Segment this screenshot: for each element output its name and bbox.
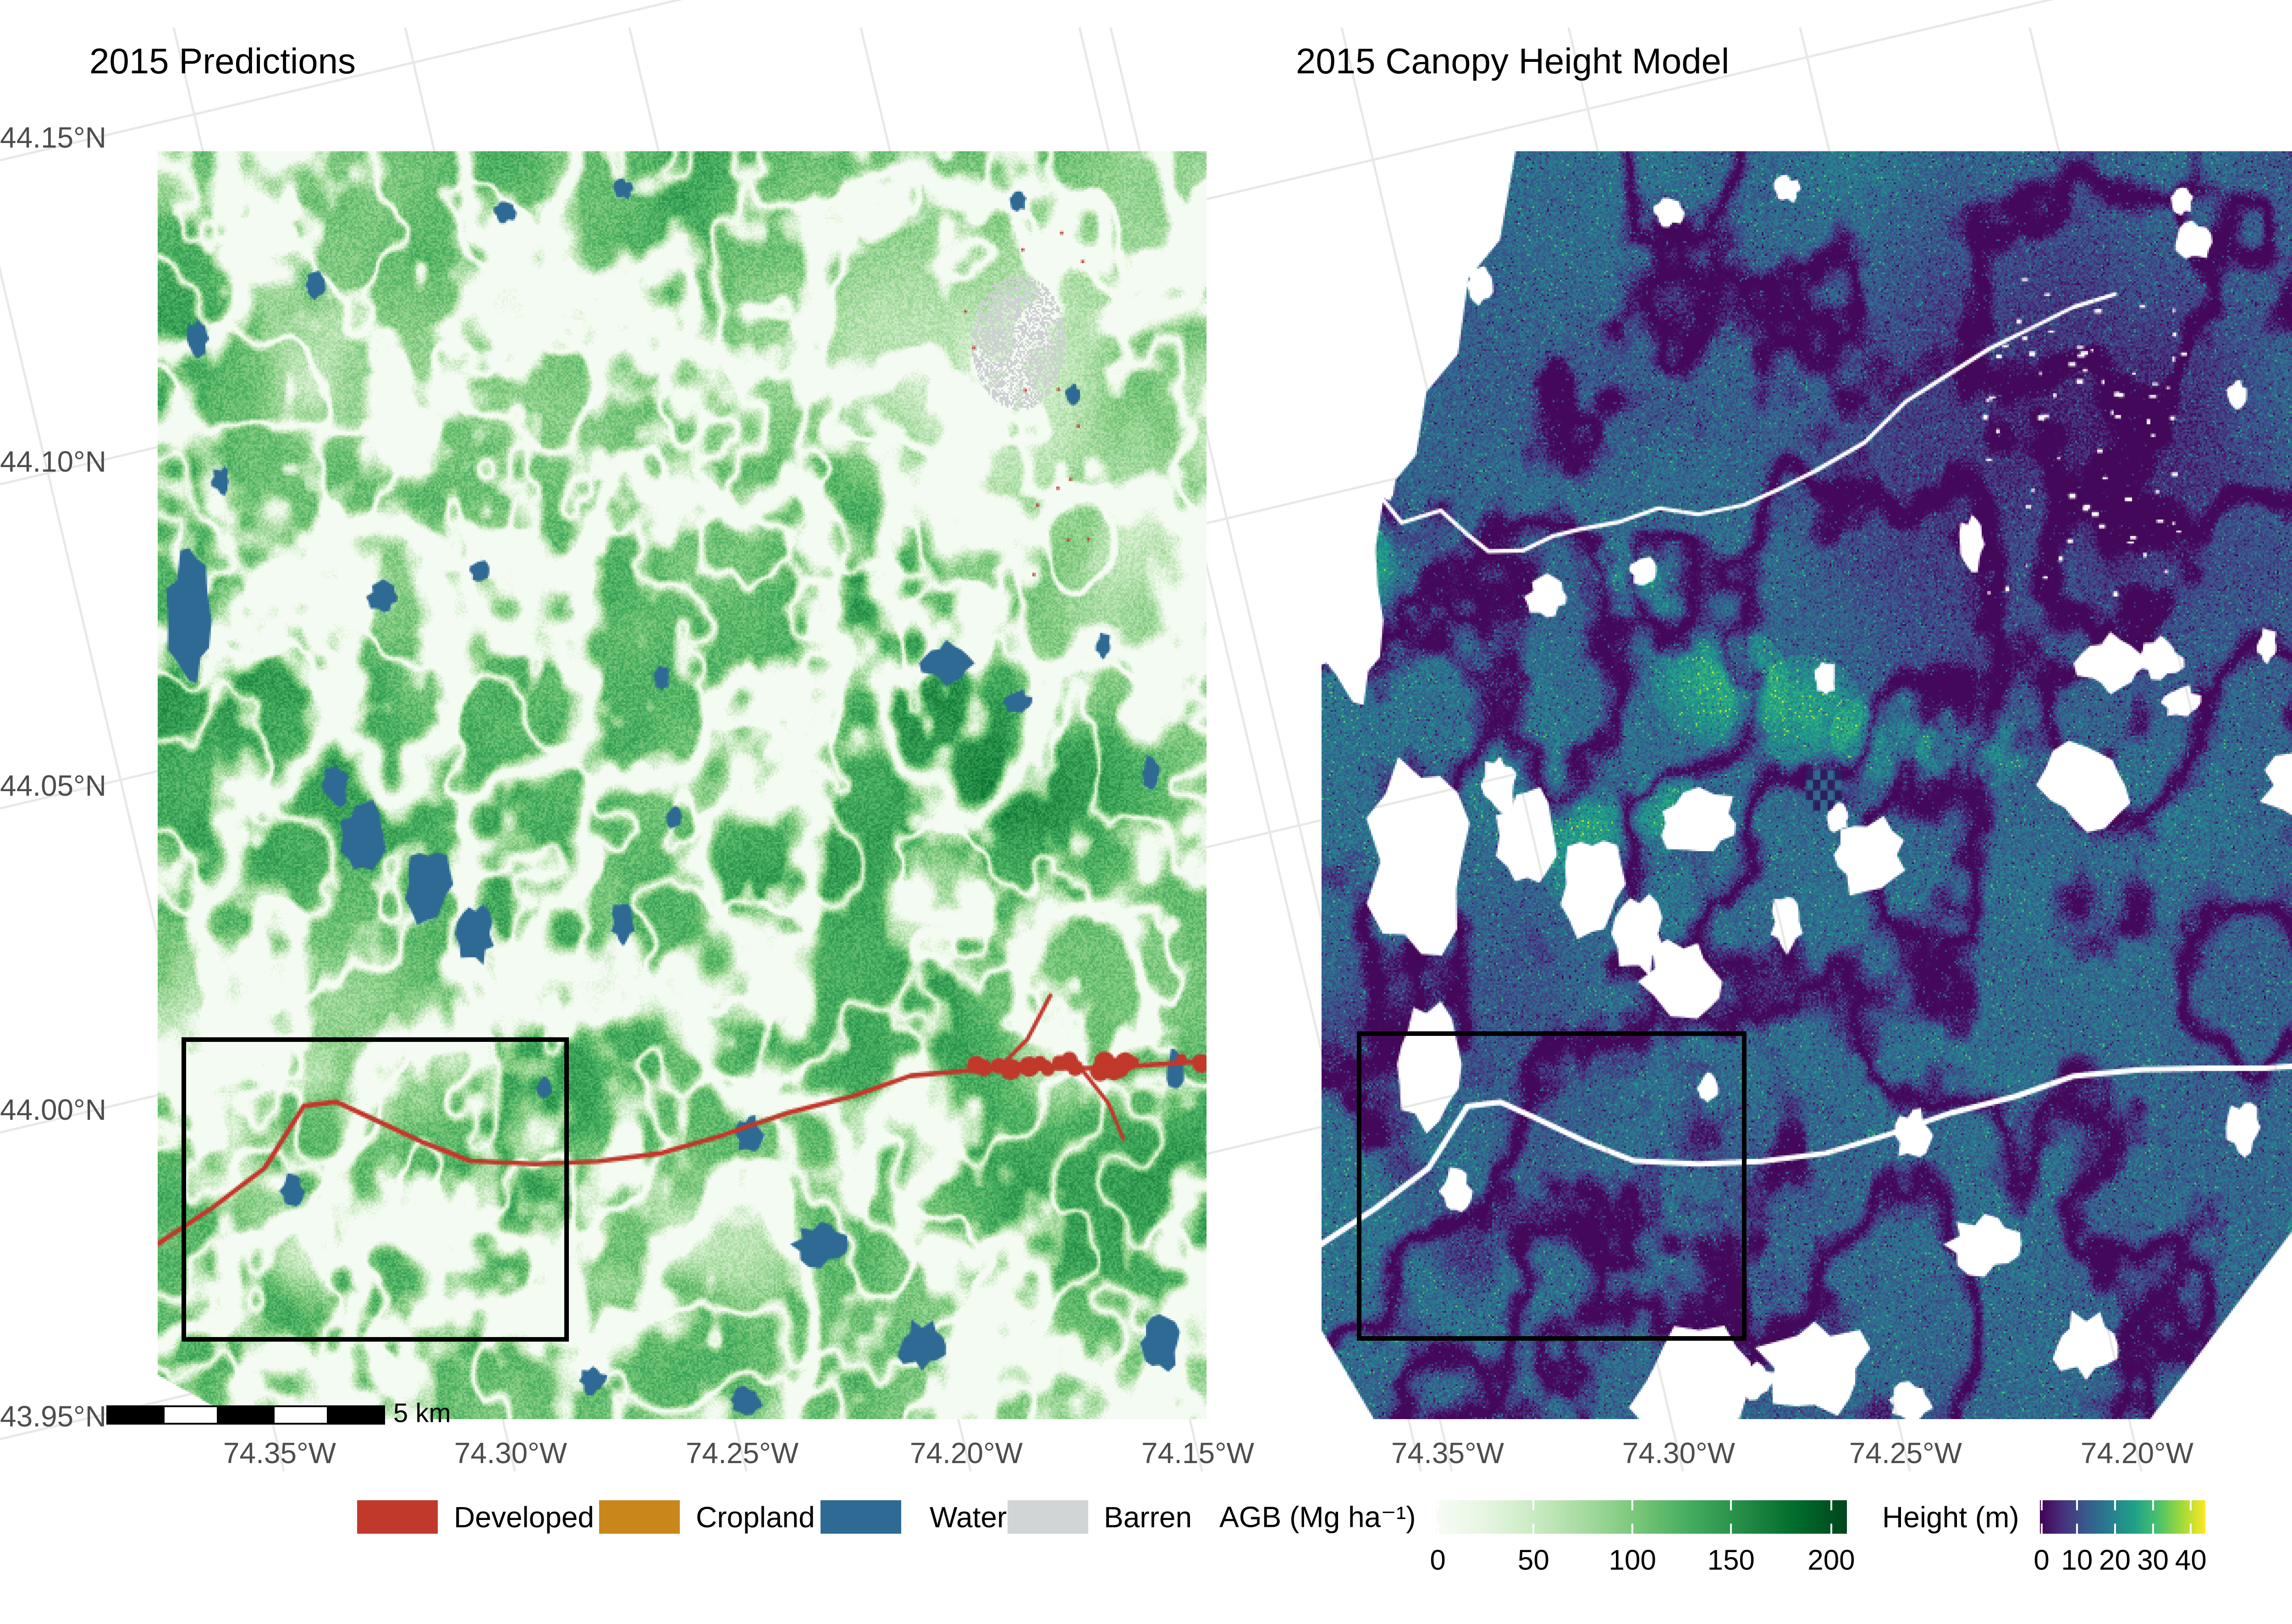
colorbar-tick: [2040, 1524, 2043, 1534]
lat-tick-label: 44.15°N: [0, 121, 106, 154]
colorbar-tick: [2114, 1500, 2116, 1510]
scale-bar-segment: [108, 1407, 163, 1423]
colorbar-tick: [2152, 1524, 2154, 1534]
lon-tick-label: 74.20°W: [909, 1437, 1023, 1470]
inset-box: [182, 1037, 569, 1342]
colorbar-tick-label: 20: [2099, 1544, 2131, 1576]
colorbar-tick-label: 0: [2033, 1544, 2050, 1576]
scale-bar-segment: [163, 1407, 218, 1423]
colorbar-tick: [2190, 1524, 2192, 1534]
lon-tick-label: 74.30°W: [1622, 1437, 1736, 1470]
legend-label-barren: Barren: [1104, 1501, 1192, 1534]
scale-bar-segment: [273, 1407, 328, 1423]
lat-tick-label: 43.95°N: [0, 1400, 106, 1433]
colorbar-tick: [2076, 1524, 2078, 1534]
colorbar-tick: [1631, 1524, 1634, 1534]
lat-tick-label: 44.05°N: [0, 769, 106, 802]
inset-box: [1357, 1031, 1747, 1341]
colorbar-tick: [2040, 1500, 2043, 1510]
colorbar-tick-label: 30: [2137, 1544, 2169, 1576]
colorbar-agb: [1436, 1500, 1847, 1534]
legend-label-cropland: Cropland: [696, 1501, 815, 1534]
scale-bar-label: 5 km: [393, 1398, 451, 1428]
colorbar-tick: [1730, 1524, 1732, 1534]
colorbar-tick-label: 0: [1430, 1544, 1446, 1576]
legend-swatch-barren: [1008, 1500, 1088, 1534]
scale-bar: [106, 1405, 385, 1425]
map-canvas-predictions: [158, 151, 1207, 1419]
lon-tick-label: 74.25°W: [1849, 1437, 1962, 1470]
legend-swatch-cropland: [599, 1500, 680, 1534]
colorbar-tick: [1830, 1500, 1832, 1510]
lon-tick-label: 74.35°W: [223, 1437, 336, 1470]
map-canvas-chm: [1322, 151, 2292, 1419]
colorbar-tick: [2076, 1500, 2078, 1510]
colorbar-tick: [1532, 1500, 1535, 1510]
colorbar-tick: [2114, 1524, 2116, 1534]
lon-tick-label: 74.15°W: [1141, 1437, 1255, 1470]
lat-tick-label: 44.10°N: [0, 445, 106, 478]
colorbar-tick: [1830, 1524, 1832, 1534]
lat-tick-label: 44.00°N: [0, 1093, 106, 1126]
scale-bar-segment: [328, 1407, 383, 1423]
colorbar-tick: [1730, 1500, 1732, 1510]
colorbar-tick-label: 10: [2061, 1544, 2093, 1576]
colorbar-tick-label: 100: [1609, 1544, 1657, 1576]
colorbar-tick-label: 200: [1807, 1544, 1855, 1576]
colorbar-label-height: Height (m): [1882, 1501, 2019, 1534]
colorbar-tick: [2190, 1500, 2192, 1510]
lon-tick-label: 74.25°W: [685, 1437, 799, 1470]
lon-tick-label: 74.30°W: [454, 1437, 567, 1470]
panel-title-predictions: 2015 Predictions: [89, 41, 356, 81]
colorbar-tick: [1437, 1500, 1439, 1510]
lon-tick-label: 74.35°W: [1391, 1437, 1504, 1470]
legend-label-developed: Developed: [454, 1501, 594, 1534]
panel-title-chm: 2015 Canopy Height Model: [1296, 41, 1730, 81]
scale-bar-segment: [218, 1407, 273, 1423]
colorbar-label-agb: AGB (Mg ha⁻¹): [1219, 1500, 1416, 1534]
graticule-parallel: [0, 0, 683, 162]
lon-tick-label: 74.20°W: [2080, 1437, 2194, 1470]
colorbar-height: [2040, 1500, 2205, 1534]
colorbar-tick: [1437, 1524, 1439, 1534]
colorbar-tick-label: 150: [1707, 1544, 1755, 1576]
legend-swatch-developed: [357, 1500, 438, 1534]
colorbar-tick-label: 40: [2175, 1544, 2207, 1576]
colorbar-tick: [1532, 1524, 1535, 1534]
colorbar-tick: [2152, 1500, 2154, 1510]
legend-swatch-water: [821, 1500, 901, 1534]
colorbar-tick-label: 50: [1517, 1544, 1549, 1576]
colorbar-tick: [1631, 1500, 1634, 1510]
legend-label-water: Water: [930, 1501, 1007, 1534]
